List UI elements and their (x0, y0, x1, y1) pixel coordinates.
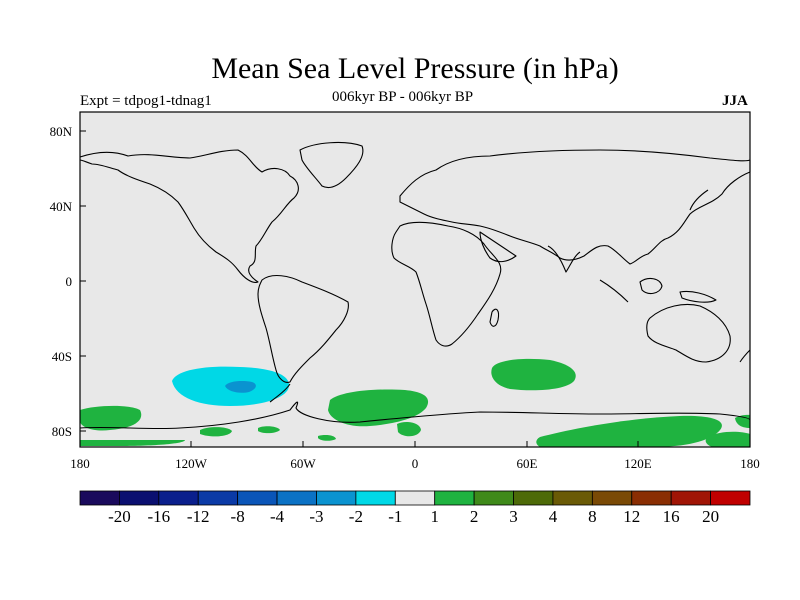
coast-new-guinea (679, 290, 717, 303)
colorbar-label: 16 (663, 507, 680, 526)
colorbar-label: 8 (588, 507, 597, 526)
colorbar-box (79, 490, 120, 506)
lat-tick-labels: 80N 40N 0 40S 80S (50, 124, 73, 439)
lon-tick-label: 120W (175, 456, 208, 471)
colorbar-label: -16 (147, 507, 170, 526)
colorbar (79, 490, 751, 506)
colorbar-box (237, 490, 278, 506)
colorbar-box (552, 490, 593, 506)
colorbar-label: -12 (187, 507, 210, 526)
coast-sumatra (599, 279, 629, 303)
colorbar-label: -20 (108, 507, 131, 526)
pos-anomaly-ant-small-1 (200, 427, 232, 437)
colorbar-label: 3 (509, 507, 518, 526)
pos-anomaly-east-antarctica (536, 415, 722, 447)
colorbar-box (631, 490, 672, 506)
coast-borneo (639, 277, 663, 295)
colorbar-box (591, 490, 633, 506)
lat-tick-label: 80N (50, 124, 73, 139)
colorbar-box (710, 490, 751, 506)
coast-madagascar (489, 308, 500, 327)
lat-tick-label: 40N (50, 199, 73, 214)
anomaly-patches (80, 358, 750, 447)
colorbar-label: -3 (309, 507, 323, 526)
coast-australia (646, 303, 731, 363)
lon-tick-label: 180 (70, 456, 90, 471)
lon-tick-label: 180 (740, 456, 760, 471)
colorbar-label: -8 (231, 507, 245, 526)
colorbar-label: -4 (270, 507, 285, 526)
colorbar-label: 4 (549, 507, 558, 526)
colorbar-box (158, 490, 199, 506)
colorbar-box (473, 490, 514, 506)
colorbar-box (355, 490, 396, 506)
coast-india (547, 245, 581, 273)
lon-tick-label: 0 (412, 456, 419, 471)
coast-antarctica (79, 401, 751, 430)
colorbar-box (119, 490, 160, 506)
lon-tick-label: 120E (624, 456, 652, 471)
lon-tick-label: 60E (517, 456, 538, 471)
lat-tick-label: 80S (52, 424, 72, 439)
colorbar-label: 1 (430, 507, 439, 526)
season-label: JJA (722, 93, 748, 109)
colorbar-box (670, 490, 711, 506)
pos-anomaly-weddell-left (80, 405, 142, 431)
colorbar-labels: -20 -16 -12 -8 -4 -3 -2 -1 1 2 3 4 8 12 16 20 (108, 507, 719, 526)
colorbar-label: -1 (388, 507, 402, 526)
lat-tick-label: 0 (66, 274, 73, 289)
period-label: 006kyr BP - 006kyr BP (332, 89, 474, 105)
colorbar-box (394, 490, 436, 506)
pos-anomaly-ant-small-4 (397, 422, 421, 437)
coast-eurasia (399, 149, 751, 265)
colorbar-label: -2 (349, 507, 363, 526)
coast-japan (689, 189, 709, 211)
pos-anomaly-indian-ocean (491, 358, 576, 391)
colorbar-label: 20 (702, 507, 719, 526)
colorbar-label: 2 (470, 507, 479, 526)
pos-anomaly-ant-small-2 (258, 426, 280, 434)
map-title: Mean Sea Level Pressure (in hPa) (211, 52, 619, 85)
coast-south-america (257, 274, 349, 383)
colorbar-box (276, 490, 317, 506)
pos-anomaly-east-antarctica-2 (705, 431, 750, 447)
lon-tick-labels: 180 120W 60W 0 60E 120E 180 (70, 456, 760, 471)
coastlines (79, 142, 751, 430)
neg-anomaly-core (225, 381, 256, 393)
colorbar-box (316, 490, 357, 506)
colorbar-box (434, 490, 475, 506)
coast-antarctic-peninsula (269, 383, 291, 403)
coast-greenland (299, 142, 364, 189)
pos-anomaly-ant-small-3 (318, 435, 336, 441)
lon-tick-label: 60W (290, 456, 316, 471)
tick-marks (79, 130, 751, 447)
lat-tick-label: 40S (52, 349, 72, 364)
coast-north-america (79, 149, 299, 283)
coast-arabia (479, 231, 517, 263)
experiment-label: Expt = tdpog1-tdnag1 (80, 93, 212, 109)
coast-africa (391, 221, 502, 347)
colorbar-box (197, 490, 239, 506)
pos-anomaly-south-atlantic (328, 389, 429, 427)
colorbar-label: 12 (623, 507, 640, 526)
colorbar-box (513, 490, 554, 506)
pos-anomaly-ross (80, 440, 185, 446)
